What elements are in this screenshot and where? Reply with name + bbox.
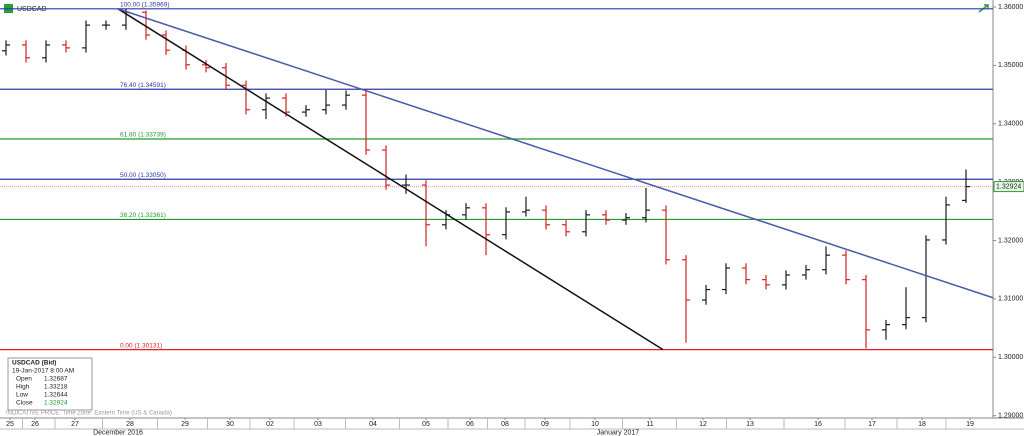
- info-row-label: Close: [16, 400, 33, 407]
- x-tick-label: 28: [126, 421, 134, 428]
- x-tick-label: 06: [466, 421, 474, 428]
- y-tick-label: 1.35000: [998, 62, 1023, 69]
- y-tick-label: 1.32000: [998, 237, 1023, 244]
- x-tick-label: 03: [314, 421, 322, 428]
- x-tick-label: 29: [181, 421, 189, 428]
- trendline: [117, 8, 994, 299]
- last-price-box: [993, 181, 1024, 193]
- footnote: INDICATIVE PRICE. Time Zone: Eastern Tim…: [6, 411, 172, 417]
- y-tick-label: 1.31000: [998, 296, 1023, 303]
- y-tick-label: 1.30000: [998, 354, 1023, 361]
- info-row-value: 1.33218: [44, 384, 68, 391]
- y-tick-label: 1.36000: [998, 4, 1023, 11]
- info-datetime: 19-Jan-2017 8:00 AM: [12, 368, 74, 375]
- x-tick-label: 11: [646, 421, 653, 428]
- x-tick-label: 02: [266, 421, 274, 428]
- fib-label: 38.20 (1.32361): [120, 212, 166, 219]
- month-label: January 2017: [597, 429, 640, 436]
- x-tick-label: 16: [814, 421, 822, 428]
- x-tick-label: 12: [699, 421, 707, 428]
- info-row-value: 1.32924: [44, 400, 68, 407]
- info-row-value: 1.32687: [44, 376, 68, 383]
- fib-label: 100.00 (1.35969): [120, 2, 170, 9]
- trendline: [117, 8, 664, 351]
- x-tick-label: 26: [31, 421, 39, 428]
- x-tick-label: 09: [541, 421, 549, 428]
- fib-label: 61.80 (1.33739): [120, 132, 166, 139]
- x-tick-label: 05: [422, 421, 430, 428]
- x-tick-label: 27: [71, 421, 79, 428]
- x-tick-label: 10: [591, 421, 599, 428]
- y-tick-label: 1.29000: [998, 413, 1023, 420]
- info-row-value: 1.32644: [44, 392, 68, 399]
- fib-label: 0.00 (1.30131): [120, 342, 162, 349]
- x-tick-label: 18: [918, 421, 926, 428]
- x-tick-label: 13: [746, 421, 754, 428]
- x-tick-label: 17: [868, 421, 876, 428]
- info-row-label: Open: [16, 376, 32, 383]
- info-box: [7, 357, 93, 411]
- x-tick-label: 30: [226, 421, 234, 428]
- x-tick-label: 19: [966, 421, 974, 428]
- info-row-label: Low: [16, 392, 28, 399]
- info-row-label: High: [16, 384, 30, 391]
- y-tick-label: 1.34000: [998, 121, 1023, 128]
- fib-label: 76.40 (1.34591): [120, 82, 166, 89]
- x-tick-label: 25: [6, 421, 14, 428]
- x-tick-label: 04: [369, 421, 377, 428]
- x-tick-label: 08: [501, 421, 509, 428]
- month-label: December 2016: [93, 429, 143, 436]
- fib-label: 50.00 (1.33050): [120, 172, 166, 179]
- info-title: USDCAD (Bid): [12, 360, 56, 367]
- last-price-label: 1.32924: [996, 183, 1021, 190]
